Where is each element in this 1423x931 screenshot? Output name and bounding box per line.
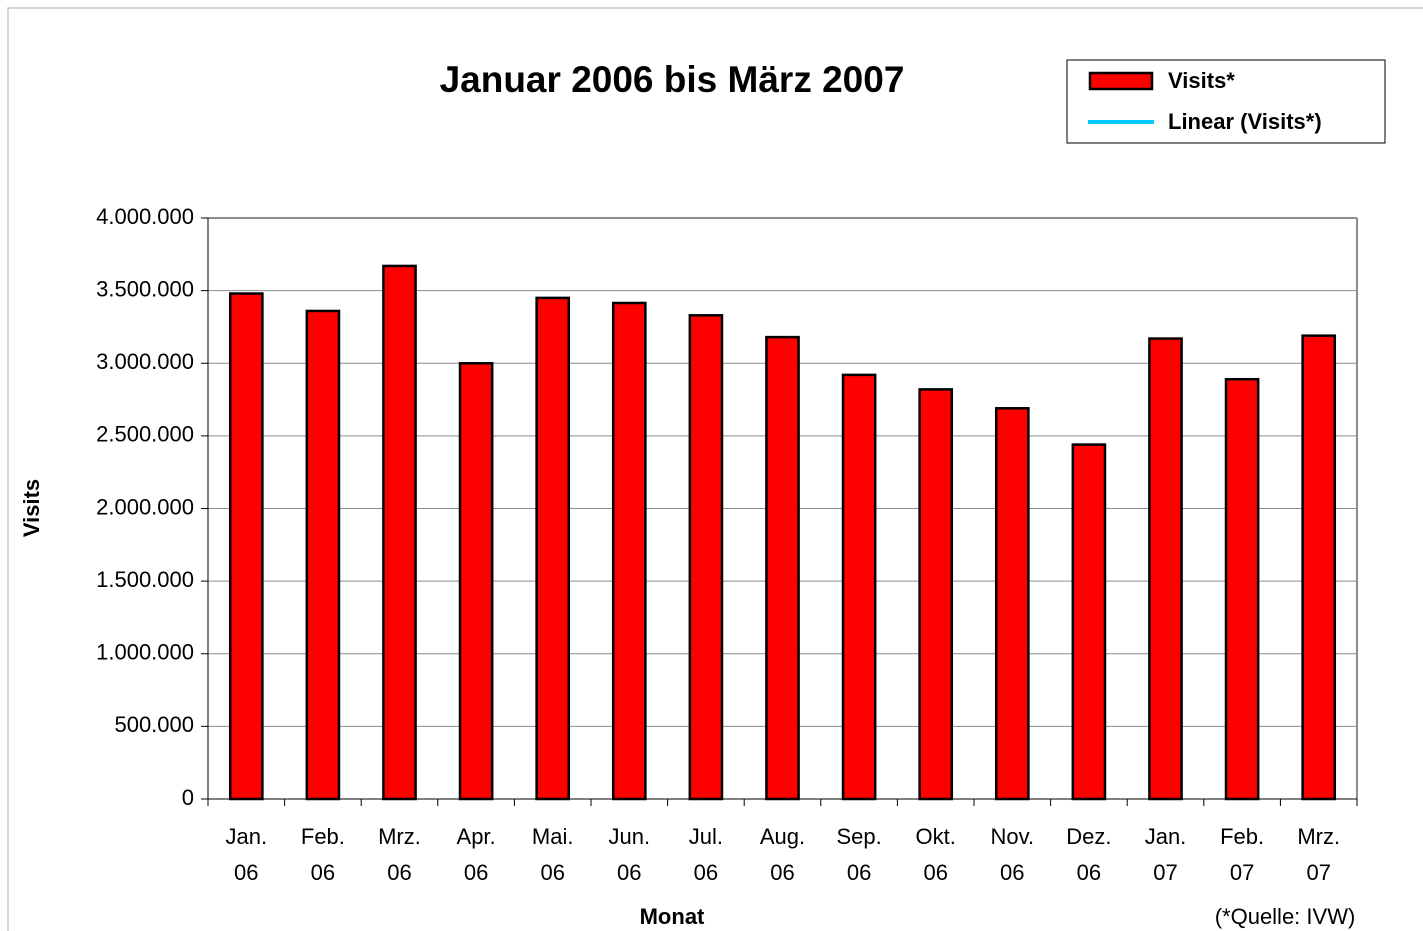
bar bbox=[688, 314, 724, 801]
bar bbox=[382, 264, 417, 801]
y-tick-label: 2.000.000 bbox=[96, 494, 194, 519]
bar bbox=[228, 292, 264, 801]
x-axis-title: Monat bbox=[640, 904, 705, 929]
bar bbox=[535, 296, 571, 801]
bar bbox=[994, 407, 1030, 801]
y-axis-title: Visits bbox=[19, 479, 44, 537]
x-tick-label: Feb. 06 bbox=[301, 824, 345, 885]
bar bbox=[458, 362, 494, 801]
x-tick-label: Mrz. 06 bbox=[378, 824, 421, 885]
bar bbox=[765, 335, 800, 801]
y-tick-label: 0 bbox=[182, 785, 194, 810]
x-tick-label: Dez. 06 bbox=[1066, 824, 1111, 885]
chart-title: Januar 2006 bis März 2007 bbox=[440, 59, 905, 100]
y-tick-label: 500.000 bbox=[114, 712, 194, 737]
x-tick-label: Mai. 06 bbox=[532, 824, 574, 885]
y-tick-label: 4.000.000 bbox=[96, 204, 194, 229]
x-tick-label: Feb. 07 bbox=[1220, 824, 1264, 885]
bar bbox=[305, 309, 341, 801]
bar bbox=[1071, 443, 1107, 801]
x-tick-label: Jun. 06 bbox=[609, 824, 651, 885]
bar bbox=[841, 373, 877, 801]
x-tick-label: Nov. 06 bbox=[990, 824, 1034, 885]
x-tick-label: Okt. 06 bbox=[916, 824, 956, 885]
y-tick-label: 1.500.000 bbox=[96, 567, 194, 592]
bar bbox=[1224, 377, 1260, 801]
bar bbox=[918, 388, 954, 801]
source-note: (*Quelle: IVW) bbox=[1215, 904, 1356, 929]
legend-label: Linear (Visits*) bbox=[1168, 109, 1322, 134]
bar bbox=[1148, 337, 1183, 801]
y-tick-label: 1.000.000 bbox=[96, 640, 194, 665]
bar bbox=[611, 301, 647, 801]
x-tick-label: Aug. 06 bbox=[760, 824, 805, 885]
x-tick-label: Apr. 06 bbox=[457, 824, 496, 885]
x-tick-label: Jan. 06 bbox=[226, 824, 268, 885]
chart-border bbox=[7, 7, 1423, 931]
x-tick-label: Sep. 06 bbox=[836, 824, 881, 885]
legend-swatch bbox=[1088, 71, 1154, 91]
legend-label: Visits* bbox=[1168, 68, 1235, 93]
x-tick-label: Jul. 06 bbox=[689, 824, 723, 885]
x-tick-label: Mrz. 07 bbox=[1297, 824, 1340, 885]
y-tick-label: 3.000.000 bbox=[96, 349, 194, 374]
y-tick-label: 2.500.000 bbox=[96, 422, 194, 447]
y-tick-label: 3.500.000 bbox=[96, 276, 194, 301]
bar bbox=[1301, 334, 1337, 801]
x-tick-label: Jan. 07 bbox=[1145, 824, 1187, 885]
